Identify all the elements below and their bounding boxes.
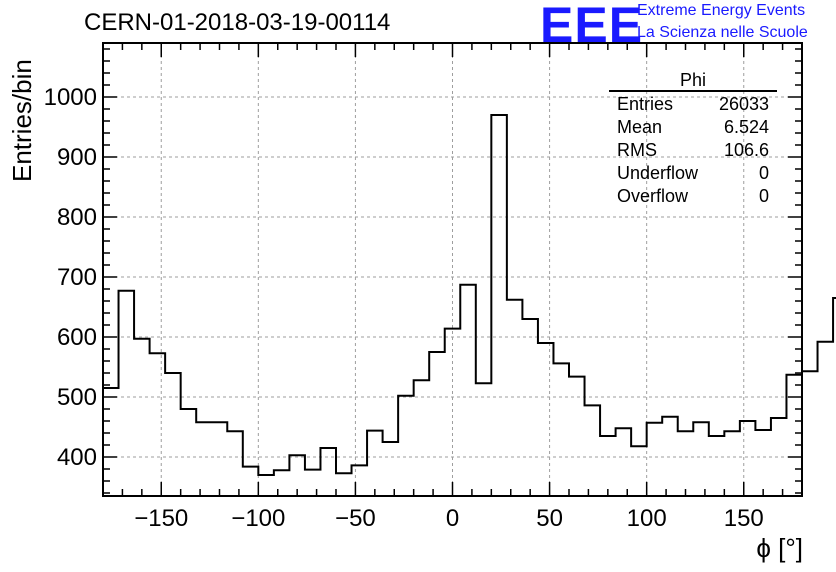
y-axis-label: Entries/bin [7,59,37,182]
axis-ticks [102,43,803,496]
stats-row-overflow: Overflow 0 [609,184,777,207]
y-tick-label: 1000 [44,84,97,111]
stats-value: 26033 [718,94,769,114]
x-tick-label: 150 [724,505,764,532]
stats-value: 0 [758,186,769,206]
stats-value: 6.524 [723,117,769,137]
x-tick-label: 100 [627,505,667,532]
stats-value: 106.6 [723,140,769,160]
y-tick-label: 900 [57,144,97,171]
stats-label: RMS [617,140,657,160]
stats-label: Entries [617,94,674,114]
y-tick-label: 700 [57,264,97,291]
chart-title: CERN-01-2018-03-19-00114 [84,9,391,36]
stats-row-rms: RMS 106.6 [609,138,777,161]
stats-box-name: Phi [609,70,777,92]
grid-lines [103,43,802,496]
stats-value: 0 [758,163,769,183]
y-tick-label: 800 [57,204,97,231]
x-tick-label: −150 [134,505,188,532]
x-tick-label: 50 [536,505,563,532]
axis-tick-labels: −150 −100 −50 0 50 100 150 400 500 600 700 800 900 10… [44,84,764,532]
histogram-series-line [103,114,836,476]
x-axis-label: ϕ [°] [756,533,803,563]
stats-label: Overflow [617,186,689,206]
stats-row-underflow: Underflow 0 [609,161,777,184]
eee-logo: EEE [540,0,644,53]
x-tick-label: −50 [335,505,376,532]
stats-label: Underflow [617,163,699,183]
y-tick-label: 500 [57,384,97,411]
y-tick-label: 600 [57,324,97,351]
stats-row-entries: Entries 26033 [609,92,777,115]
stats-box: Phi Entries 26033 Mean 6.524 RMS 106.6 U… [609,70,777,207]
x-tick-label: 0 [446,505,459,532]
y-tick-label: 400 [57,444,97,471]
logo-line-2: La Scienza nelle Scuole [637,24,808,41]
stats-row-mean: Mean 6.524 [609,115,777,138]
x-tick-label: −100 [231,505,285,532]
logo-line-1: Extreme Energy Events [637,2,806,19]
stats-label: Mean [617,117,663,137]
